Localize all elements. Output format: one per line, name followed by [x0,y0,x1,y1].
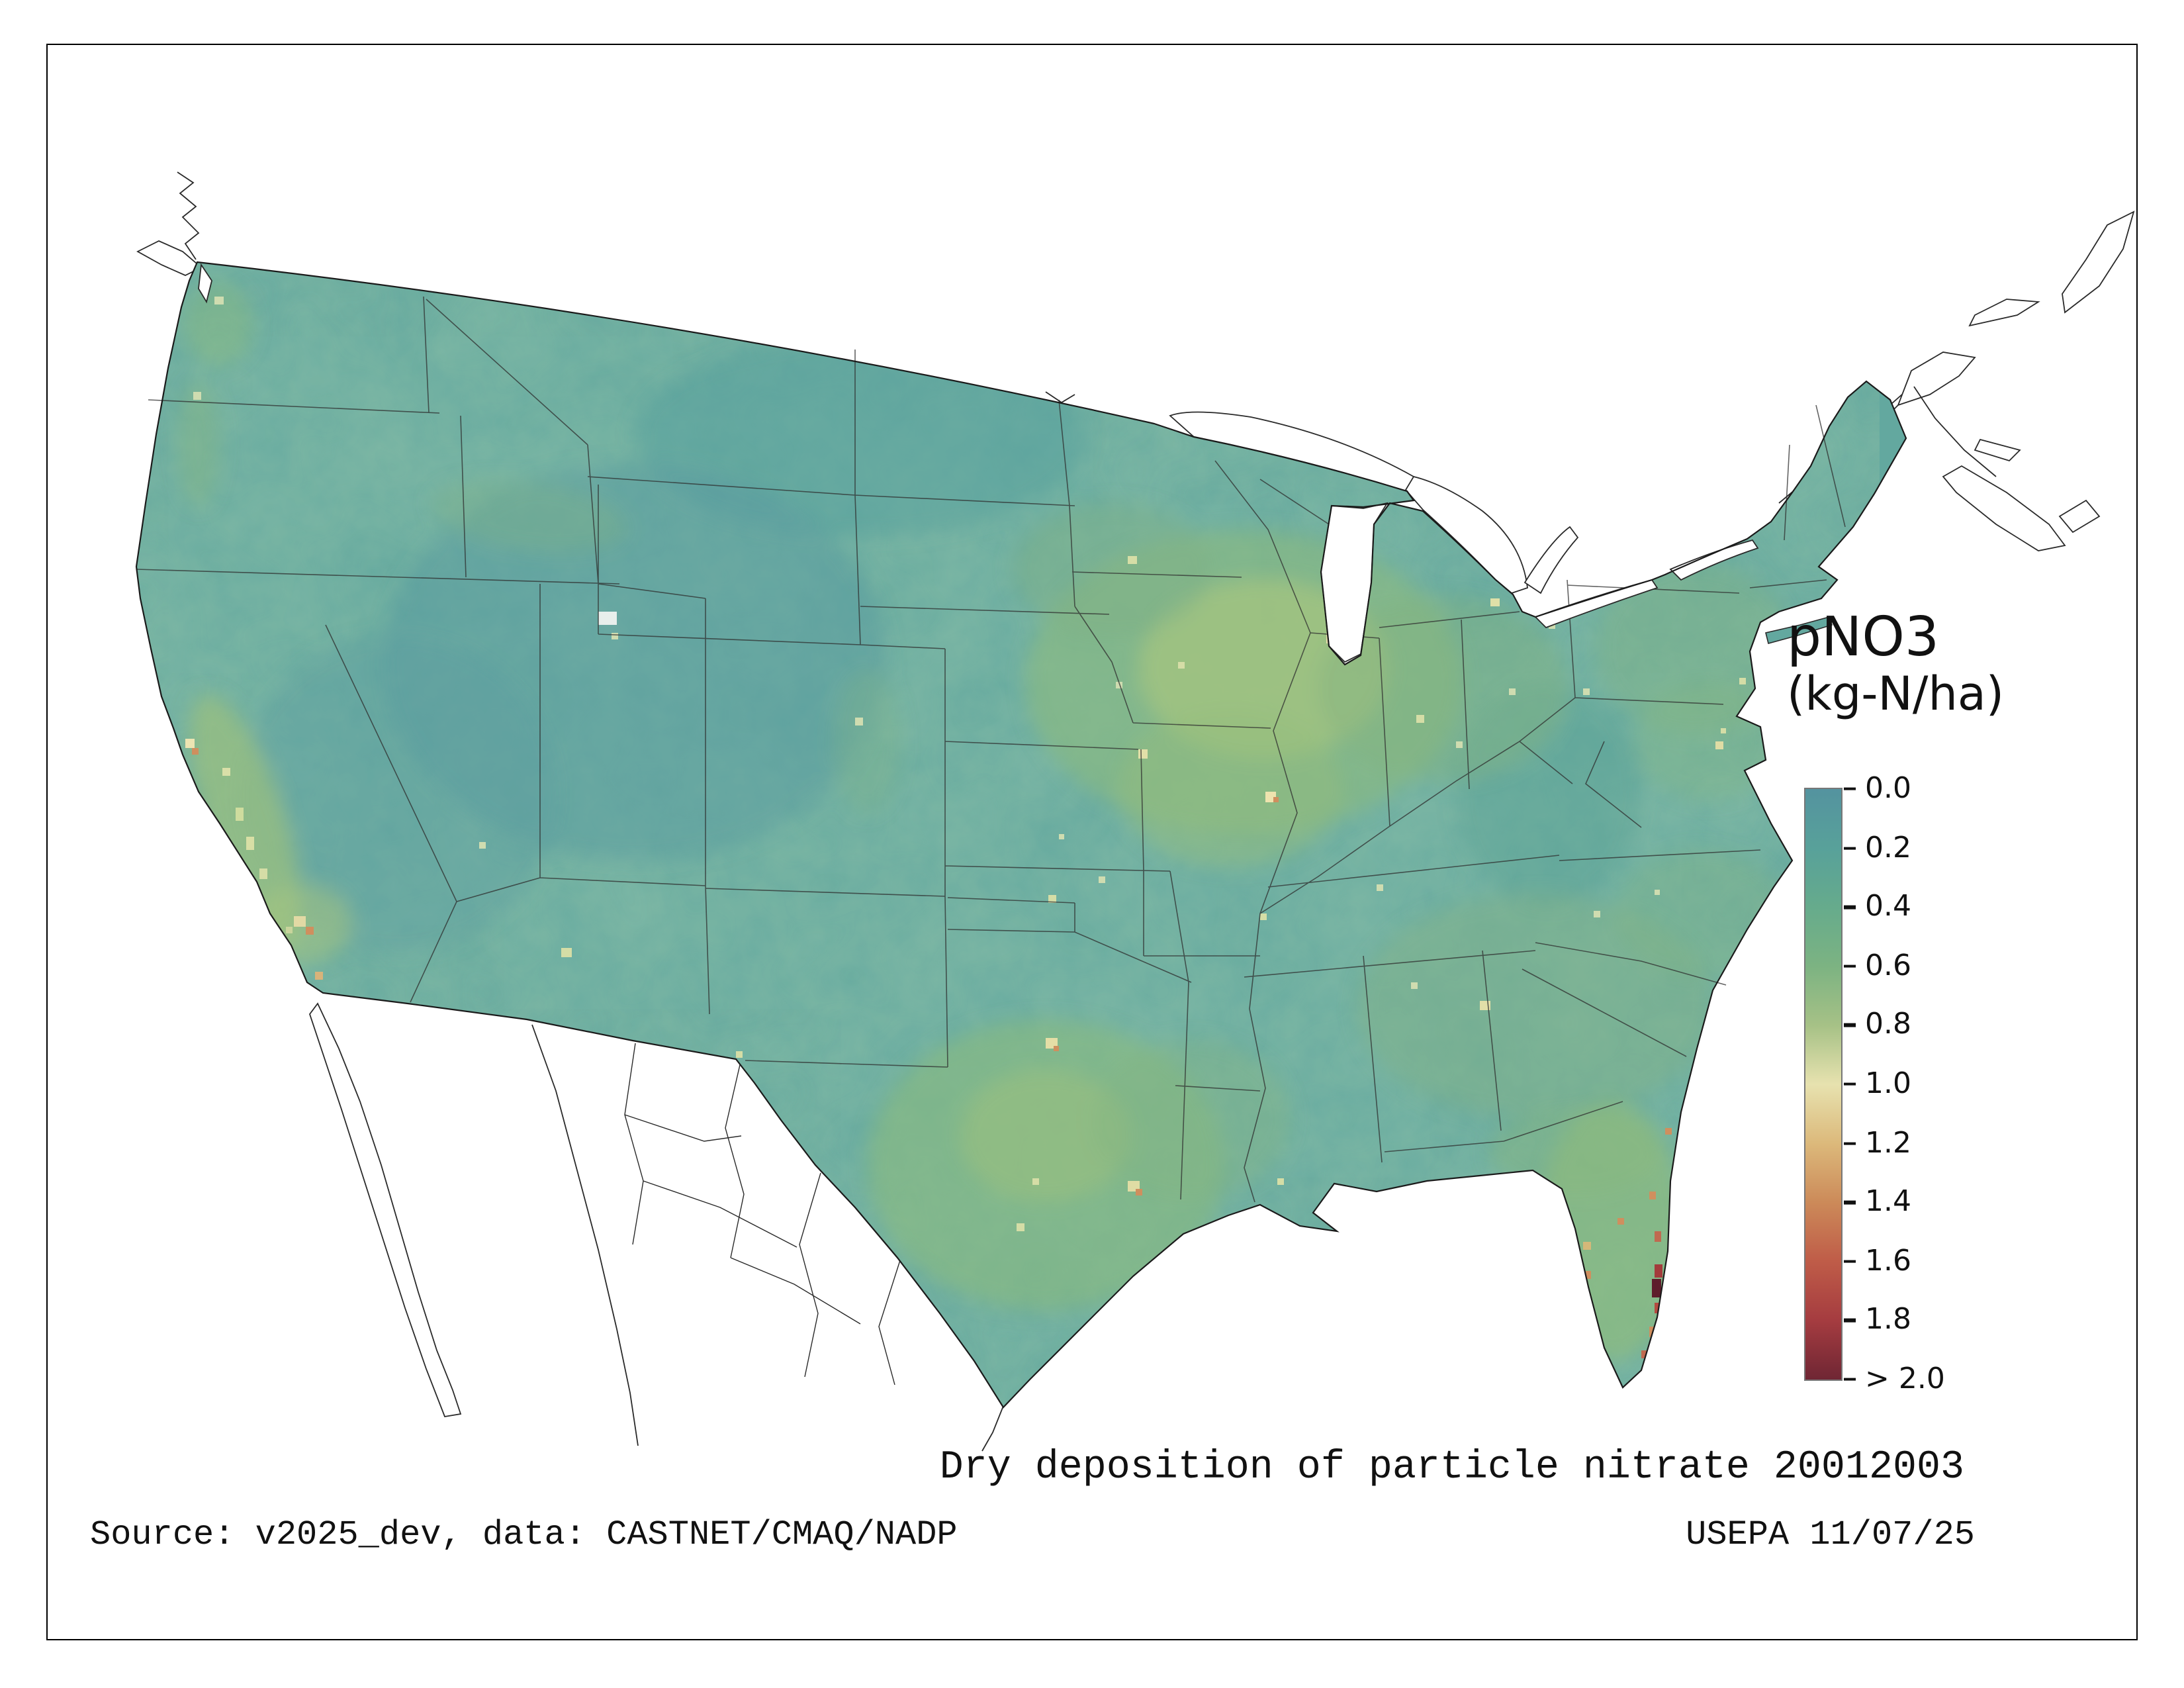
nova-scotia [1942,465,2066,551]
lake-ontario [1669,539,1759,581]
great-lakes [198,263,1759,663]
state-borders [136,296,1846,1203]
mexico-landmass [308,1002,1004,1452]
mexico-state-lines [624,1043,901,1385]
georgian-bay [1524,526,1579,594]
lake-huron [1404,475,1528,594]
agency-date: USEPA 11/07/25 [1686,1515,1975,1554]
source-note: Source: v2025_dev, data: CASTNET/CMAQ/NA… [90,1515,958,1554]
gaspe-peninsula [1897,352,1976,406]
prince-edward-island [1974,438,2021,462]
baja-california [308,1002,462,1418]
newfoundland-coast [2062,211,2135,314]
bay-of-fundy [1913,386,1997,477]
bc-coastline [177,171,200,260]
mexico-east-coast [981,1405,1004,1452]
mexico-west-coast [531,1024,639,1446]
map-title: Dry deposition of particle nitrate 20012… [939,1446,1964,1491]
deposition-field [136,262,1880,1407]
puget-sound [198,263,212,304]
vancouver-island [136,240,203,276]
anticosti-island [1968,299,2040,327]
cape-breton [2058,499,2101,534]
figure-border [46,44,2138,1640]
long-island [1765,616,1833,644]
